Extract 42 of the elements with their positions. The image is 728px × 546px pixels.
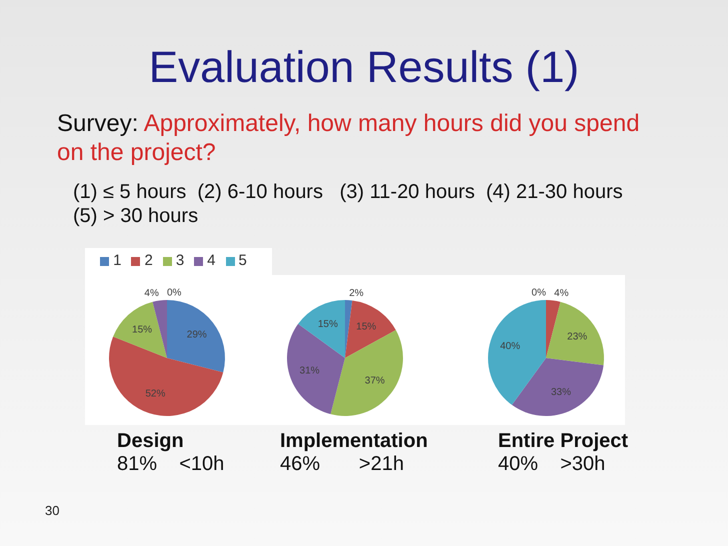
data-label: 23%	[567, 331, 588, 342]
text: 30	[45, 503, 60, 518]
data-label: 31%	[300, 365, 320, 376]
pie-slice	[546, 300, 560, 358]
pie-slice	[345, 300, 352, 358]
data-label: 37%	[364, 376, 385, 387]
pie-slice	[113, 302, 167, 358]
pie-slice	[167, 300, 225, 372]
pie-slice	[345, 300, 396, 358]
data-label: 15%	[132, 324, 152, 336]
text: Entire Project	[498, 430, 628, 453]
text: 0%	[532, 288, 546, 299]
data-label: 4%	[554, 288, 569, 300]
data-label: 15%	[356, 321, 376, 332]
legend-label: 5	[238, 252, 247, 269]
pie-slice	[512, 358, 604, 416]
pie-slice	[109, 336, 224, 416]
text: 40% >30h	[498, 453, 606, 476]
data-label: 52%	[145, 388, 166, 400]
pie-slice	[546, 302, 604, 366]
pie-slice	[488, 300, 546, 405]
text: Implementation	[280, 430, 428, 453]
text: 0%	[167, 288, 182, 299]
text: Survey: Approximately, how many hours did you spend on the project?	[57, 109, 641, 167]
data-label: 29%	[186, 330, 207, 341]
data-label: 40%	[500, 340, 520, 352]
data-label: 2%	[349, 288, 364, 299]
pie-slice	[330, 330, 403, 416]
text: Evaluation Results (1)	[148, 43, 580, 93]
data-label: 15%	[318, 319, 338, 330]
text: (1) ≤ 5 hours (2) 6-10 hours (3) 11-20 hours (4) 21-30 hours (5) > 30 hours	[73, 180, 624, 228]
data-label: 4%	[144, 288, 159, 300]
text: 46% >21h	[280, 453, 404, 476]
text: 81% <10h	[117, 453, 224, 476]
data-label: 33%	[550, 387, 572, 398]
legend-label: 2	[144, 252, 153, 269]
legend-label: 3	[176, 252, 184, 269]
text: Design	[117, 430, 184, 453]
legend-label: 1	[113, 252, 122, 269]
legend-label: 4	[207, 252, 216, 269]
pie-slice	[152, 300, 167, 358]
pie-slice	[298, 300, 345, 358]
